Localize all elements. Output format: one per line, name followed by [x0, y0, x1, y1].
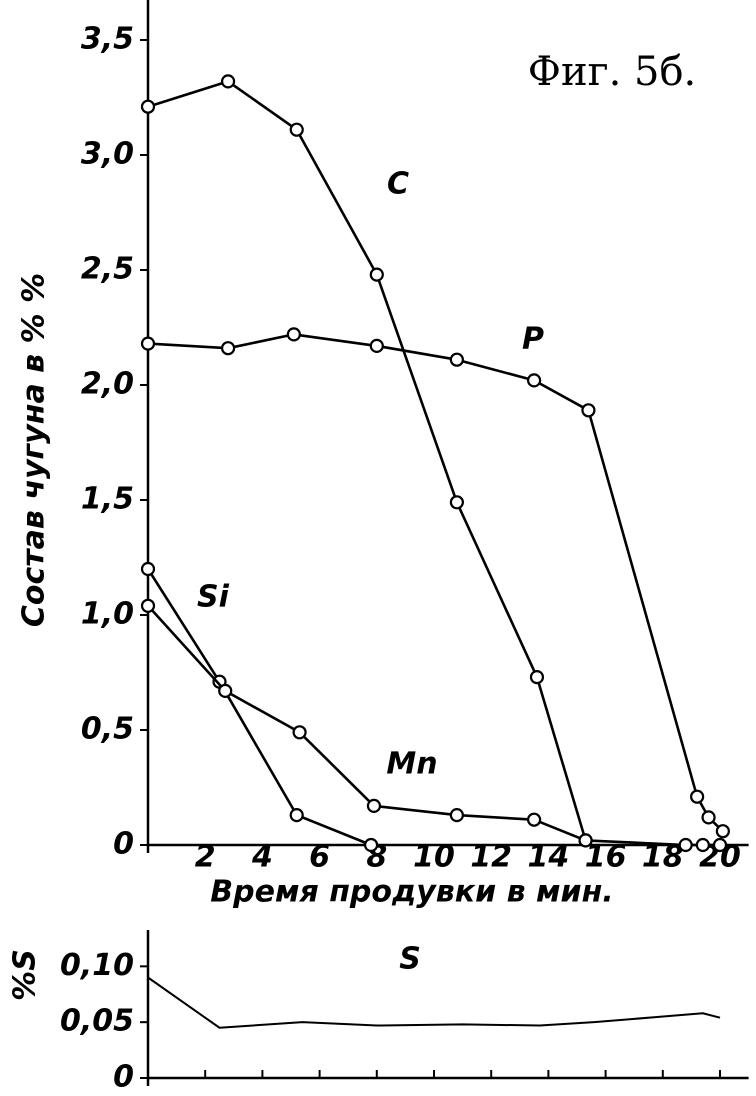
data-point: [581, 403, 596, 418]
y-tick-label: 0: [113, 1060, 134, 1095]
data-point: [526, 812, 542, 827]
data-point: [140, 561, 156, 577]
series-label: C: [387, 167, 409, 202]
x-tick-label: 14: [528, 840, 570, 875]
x-tick-label: 6: [309, 840, 330, 875]
data-point: [289, 807, 304, 823]
data-point: [715, 824, 730, 839]
data-point: [363, 837, 379, 853]
series-label: S: [399, 942, 421, 977]
data-point: [286, 327, 301, 342]
y-tick-label: 2,5: [81, 252, 134, 287]
series-line: [147, 604, 720, 847]
x-tick-label: 2: [195, 840, 216, 875]
x-tick-label: 4: [251, 840, 273, 875]
x-tick-label: 10: [413, 840, 455, 875]
y-tick-label: 0,10: [60, 948, 134, 983]
data-point: [449, 807, 464, 823]
data-point: [526, 373, 542, 388]
x-tick-label: 16: [585, 840, 627, 875]
data-point: [218, 683, 233, 699]
y-tick-label: 3,5: [81, 22, 134, 57]
data-point: [220, 74, 236, 89]
data-point: [695, 837, 710, 853]
data-point: [140, 598, 156, 613]
y-tick-label: 3,0: [81, 137, 134, 172]
y-tick-label: 0: [113, 827, 134, 862]
series-line: [146, 568, 372, 847]
data-point: [449, 352, 464, 367]
data-point: [578, 833, 593, 848]
series-line: [147, 80, 587, 841]
y-axis-label: %S: [8, 949, 43, 1001]
series-label: P: [522, 322, 544, 357]
y-tick-label: 0,5: [81, 712, 134, 747]
y-axis-label: Состав чугуна в % %: [17, 273, 52, 627]
data-point: [292, 725, 307, 740]
y-tick-label: 0,05: [60, 1004, 134, 1039]
series-line: [147, 333, 724, 833]
data-point: [712, 837, 728, 853]
chart-title: Фиг. 5б.: [528, 49, 697, 95]
y-tick-label: 1,5: [81, 482, 134, 517]
data-point: [289, 122, 304, 137]
data-point: [369, 267, 384, 282]
y-tick-label: 1,0: [81, 597, 134, 632]
data-point: [366, 798, 382, 814]
x-axis-label: Время продувки в мин.: [210, 875, 613, 910]
data-point: [220, 341, 236, 356]
x-tick-label: 12: [470, 840, 512, 875]
data-point: [678, 837, 693, 853]
data-point: [701, 810, 716, 825]
series-label: Mn: [386, 747, 437, 782]
series-line: [147, 976, 721, 1029]
data-point: [690, 789, 705, 804]
data-point: [140, 336, 156, 351]
series-label: Si: [197, 580, 230, 615]
y-tick-label: 2,0: [81, 367, 134, 402]
data-point: [369, 338, 384, 353]
data-point: [449, 495, 464, 510]
data-point: [529, 669, 545, 685]
data-point: [140, 99, 156, 114]
